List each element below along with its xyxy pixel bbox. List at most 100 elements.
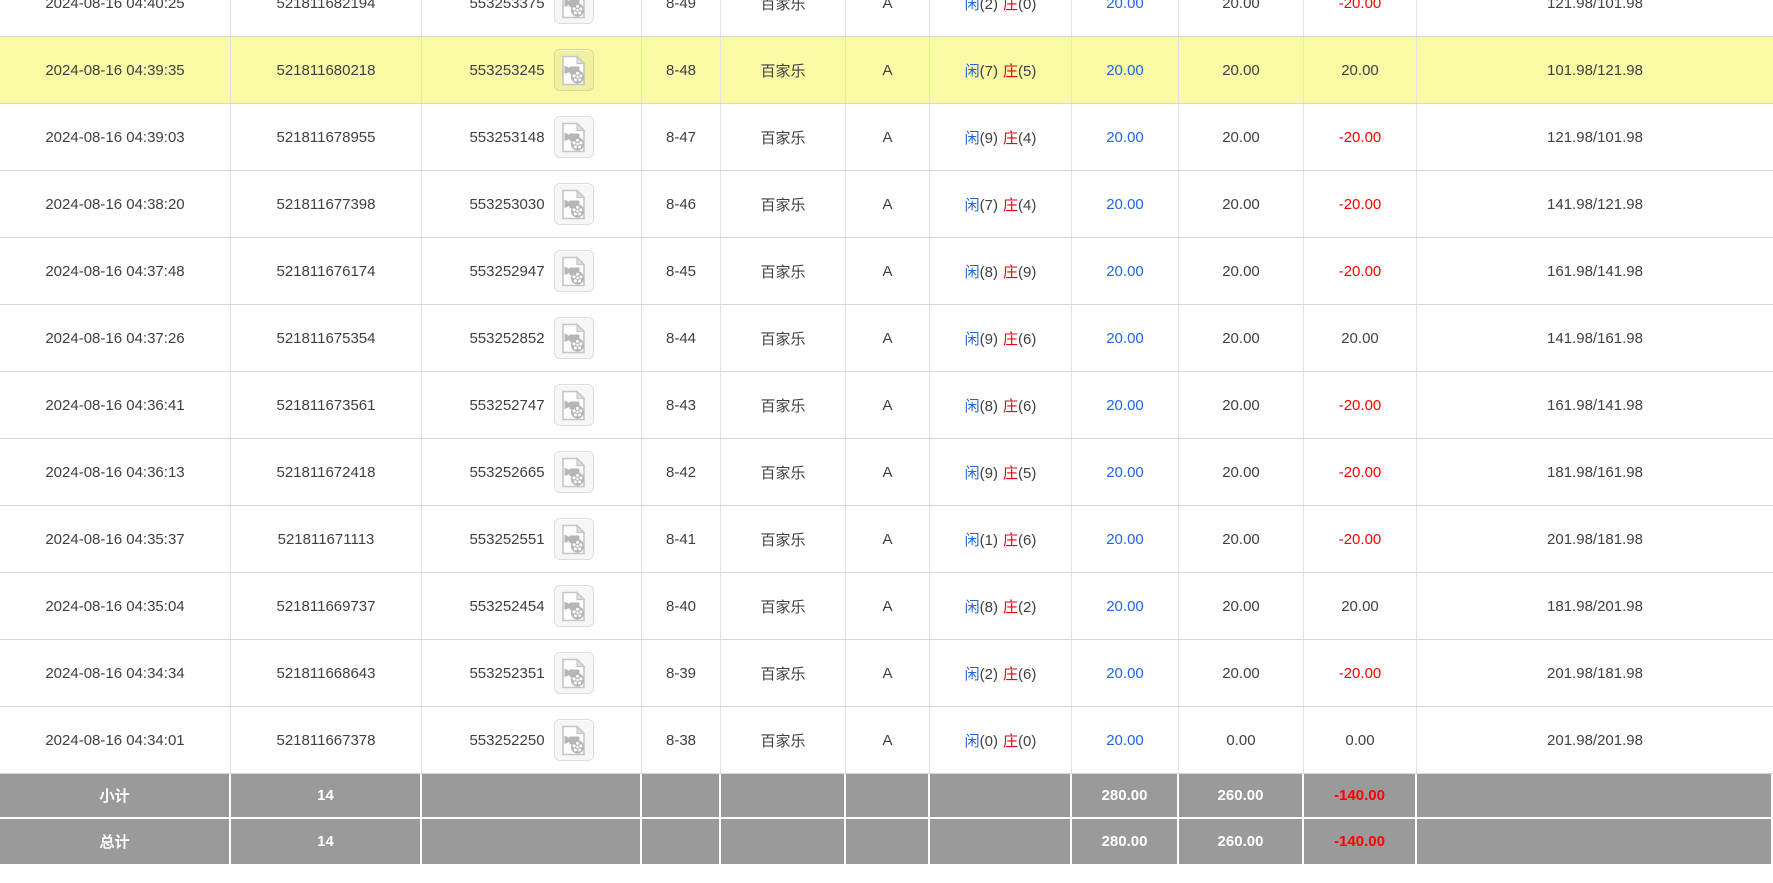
table-row[interactable]: 2024-08-16 04:37:26 521811675354 5532528…: [0, 305, 1773, 372]
table-row[interactable]: 2024-08-16 04:35:04 521811669737 5532524…: [0, 573, 1773, 640]
player-result: 闲(8): [964, 263, 998, 281]
table-row[interactable]: 2024-08-16 04:36:13 521811672418 5532526…: [0, 439, 1773, 506]
banker-result: 庄(4): [1003, 129, 1037, 147]
winloss-cell: -20.00: [1304, 104, 1417, 170]
banker-result: 庄(6): [1003, 665, 1037, 683]
result-cell: 闲(7) 庄(5): [930, 37, 1072, 103]
video-playback-button[interactable]: [553, 0, 594, 24]
table-row[interactable]: 2024-08-16 04:39:35 521811680218 5532532…: [0, 37, 1773, 104]
game-type-cell: 百家乐: [721, 707, 846, 773]
game-type-cell: 百家乐: [721, 305, 846, 371]
balance-cell: 101.98/121.98: [1547, 61, 1643, 79]
table-row[interactable]: 2024-08-16 04:36:41 521811673561 5532527…: [0, 372, 1773, 439]
player-result: 闲(7): [964, 196, 998, 214]
winloss-cell: 20.00: [1304, 573, 1417, 639]
total-row: 总计 14 280.00 260.00 -140.00: [0, 819, 1773, 864]
valid-amount-cell: 20.00: [1179, 37, 1304, 103]
game-round-cell: 8-43: [642, 372, 721, 438]
timestamp-cell: 2024-08-16 04:39:03: [0, 104, 231, 170]
round-id-cell: 553252250: [422, 707, 642, 773]
order-id-cell: 521811671113: [231, 506, 422, 572]
result-cell: 闲(0) 庄(0): [930, 707, 1072, 773]
player-result: 闲(1): [964, 531, 998, 549]
banker-result: 庄(4): [1003, 196, 1037, 214]
bet-amount-cell: 20.00: [1072, 238, 1179, 304]
round-id-cell: 553253375: [422, 0, 642, 36]
order-id-cell: 521811672418: [231, 439, 422, 505]
order-id-cell: 521811667378: [231, 707, 422, 773]
subtotal-winloss: -140.00: [1304, 774, 1417, 817]
video-playback-button[interactable]: [553, 317, 594, 359]
game-round-cell: 8-41: [642, 506, 721, 572]
video-playback-button[interactable]: [553, 719, 594, 761]
winloss-cell: -20.00: [1304, 171, 1417, 237]
table-letter-cell: A: [846, 707, 930, 773]
video-playback-button[interactable]: [553, 585, 594, 627]
video-playback-button[interactable]: [553, 384, 594, 426]
result-cell: 闲(9) 庄(5): [930, 439, 1072, 505]
order-id-cell: 521811673561: [231, 372, 422, 438]
bet-amount-cell: 20.00: [1072, 707, 1179, 773]
bet-amount-cell: 20.00: [1072, 372, 1179, 438]
round-id-text: 553252250: [469, 731, 545, 749]
banker-result: 庄(0): [1003, 732, 1037, 750]
order-id-cell: 521811675354: [231, 305, 422, 371]
table-row[interactable]: 2024-08-16 04:40:25 521811682194 5532533…: [0, 0, 1773, 37]
round-id-text: 553252665: [469, 463, 545, 481]
game-type-cell: 百家乐: [721, 37, 846, 103]
video-file-icon: [562, 322, 586, 353]
balance-cell: 181.98/201.98: [1547, 597, 1643, 615]
round-id-cell: 553252747: [422, 372, 642, 438]
table-letter-cell: A: [846, 37, 930, 103]
timestamp-cell: 2024-08-16 04:37:48: [0, 238, 231, 304]
video-playback-button[interactable]: [553, 451, 594, 493]
video-playback-button[interactable]: [553, 49, 594, 91]
table-row[interactable]: 2024-08-16 04:37:48 521811676174 5532529…: [0, 238, 1773, 305]
video-file-icon: [562, 255, 586, 286]
game-type-cell: 百家乐: [721, 439, 846, 505]
winloss-cell: -20.00: [1304, 0, 1417, 36]
round-id-text: 553253148: [469, 128, 545, 146]
table-row[interactable]: 2024-08-16 04:34:34 521811668643 5532523…: [0, 640, 1773, 707]
video-file-icon: [562, 456, 586, 487]
player-result: 闲(0): [964, 732, 998, 750]
round-id-cell: 553253030: [422, 171, 642, 237]
round-id-text: 553252747: [469, 396, 545, 414]
balance-cell: 161.98/141.98: [1547, 262, 1643, 280]
video-file-icon: [562, 590, 586, 621]
table-letter-cell: A: [846, 506, 930, 572]
video-playback-button[interactable]: [553, 518, 594, 560]
game-type-cell: 百家乐: [721, 238, 846, 304]
table-letter-cell: A: [846, 171, 930, 237]
table-row[interactable]: 2024-08-16 04:34:01 521811667378 5532522…: [0, 707, 1773, 774]
winloss-cell: -20.00: [1304, 506, 1417, 572]
winloss-cell: -20.00: [1304, 372, 1417, 438]
winloss-cell: 20.00: [1304, 305, 1417, 371]
video-playback-button[interactable]: [553, 250, 594, 292]
valid-amount-cell: 20.00: [1179, 439, 1304, 505]
result-cell: 闲(7) 庄(4): [930, 171, 1072, 237]
subtotal-row: 小计 14 280.00 260.00 -140.00: [0, 774, 1773, 819]
video-playback-button[interactable]: [553, 183, 594, 225]
player-result: 闲(9): [964, 464, 998, 482]
video-playback-button[interactable]: [553, 652, 594, 694]
game-round-cell: 8-40: [642, 573, 721, 639]
round-id-text: 553252852: [469, 329, 545, 347]
table-letter-cell: A: [846, 439, 930, 505]
round-id-cell: 553253148: [422, 104, 642, 170]
valid-amount-cell: 20.00: [1179, 305, 1304, 371]
winloss-cell: 0.00: [1304, 707, 1417, 773]
video-playback-button[interactable]: [553, 116, 594, 158]
table-row[interactable]: 2024-08-16 04:35:37 521811671113 5532525…: [0, 506, 1773, 573]
round-id-text: 553253030: [469, 195, 545, 213]
timestamp-cell: 2024-08-16 04:36:13: [0, 439, 231, 505]
banker-result: 庄(2): [1003, 598, 1037, 616]
order-id-cell: 521811678955: [231, 104, 422, 170]
balance-cell: 121.98/101.98: [1547, 128, 1643, 146]
table-row[interactable]: 2024-08-16 04:39:03 521811678955 5532531…: [0, 104, 1773, 171]
bet-amount-cell: 20.00: [1072, 506, 1179, 572]
banker-result: 庄(5): [1003, 62, 1037, 80]
total-valid: 260.00: [1179, 819, 1304, 864]
table-row[interactable]: 2024-08-16 04:38:20 521811677398 5532530…: [0, 171, 1773, 238]
round-id-cell: 553252852: [422, 305, 642, 371]
